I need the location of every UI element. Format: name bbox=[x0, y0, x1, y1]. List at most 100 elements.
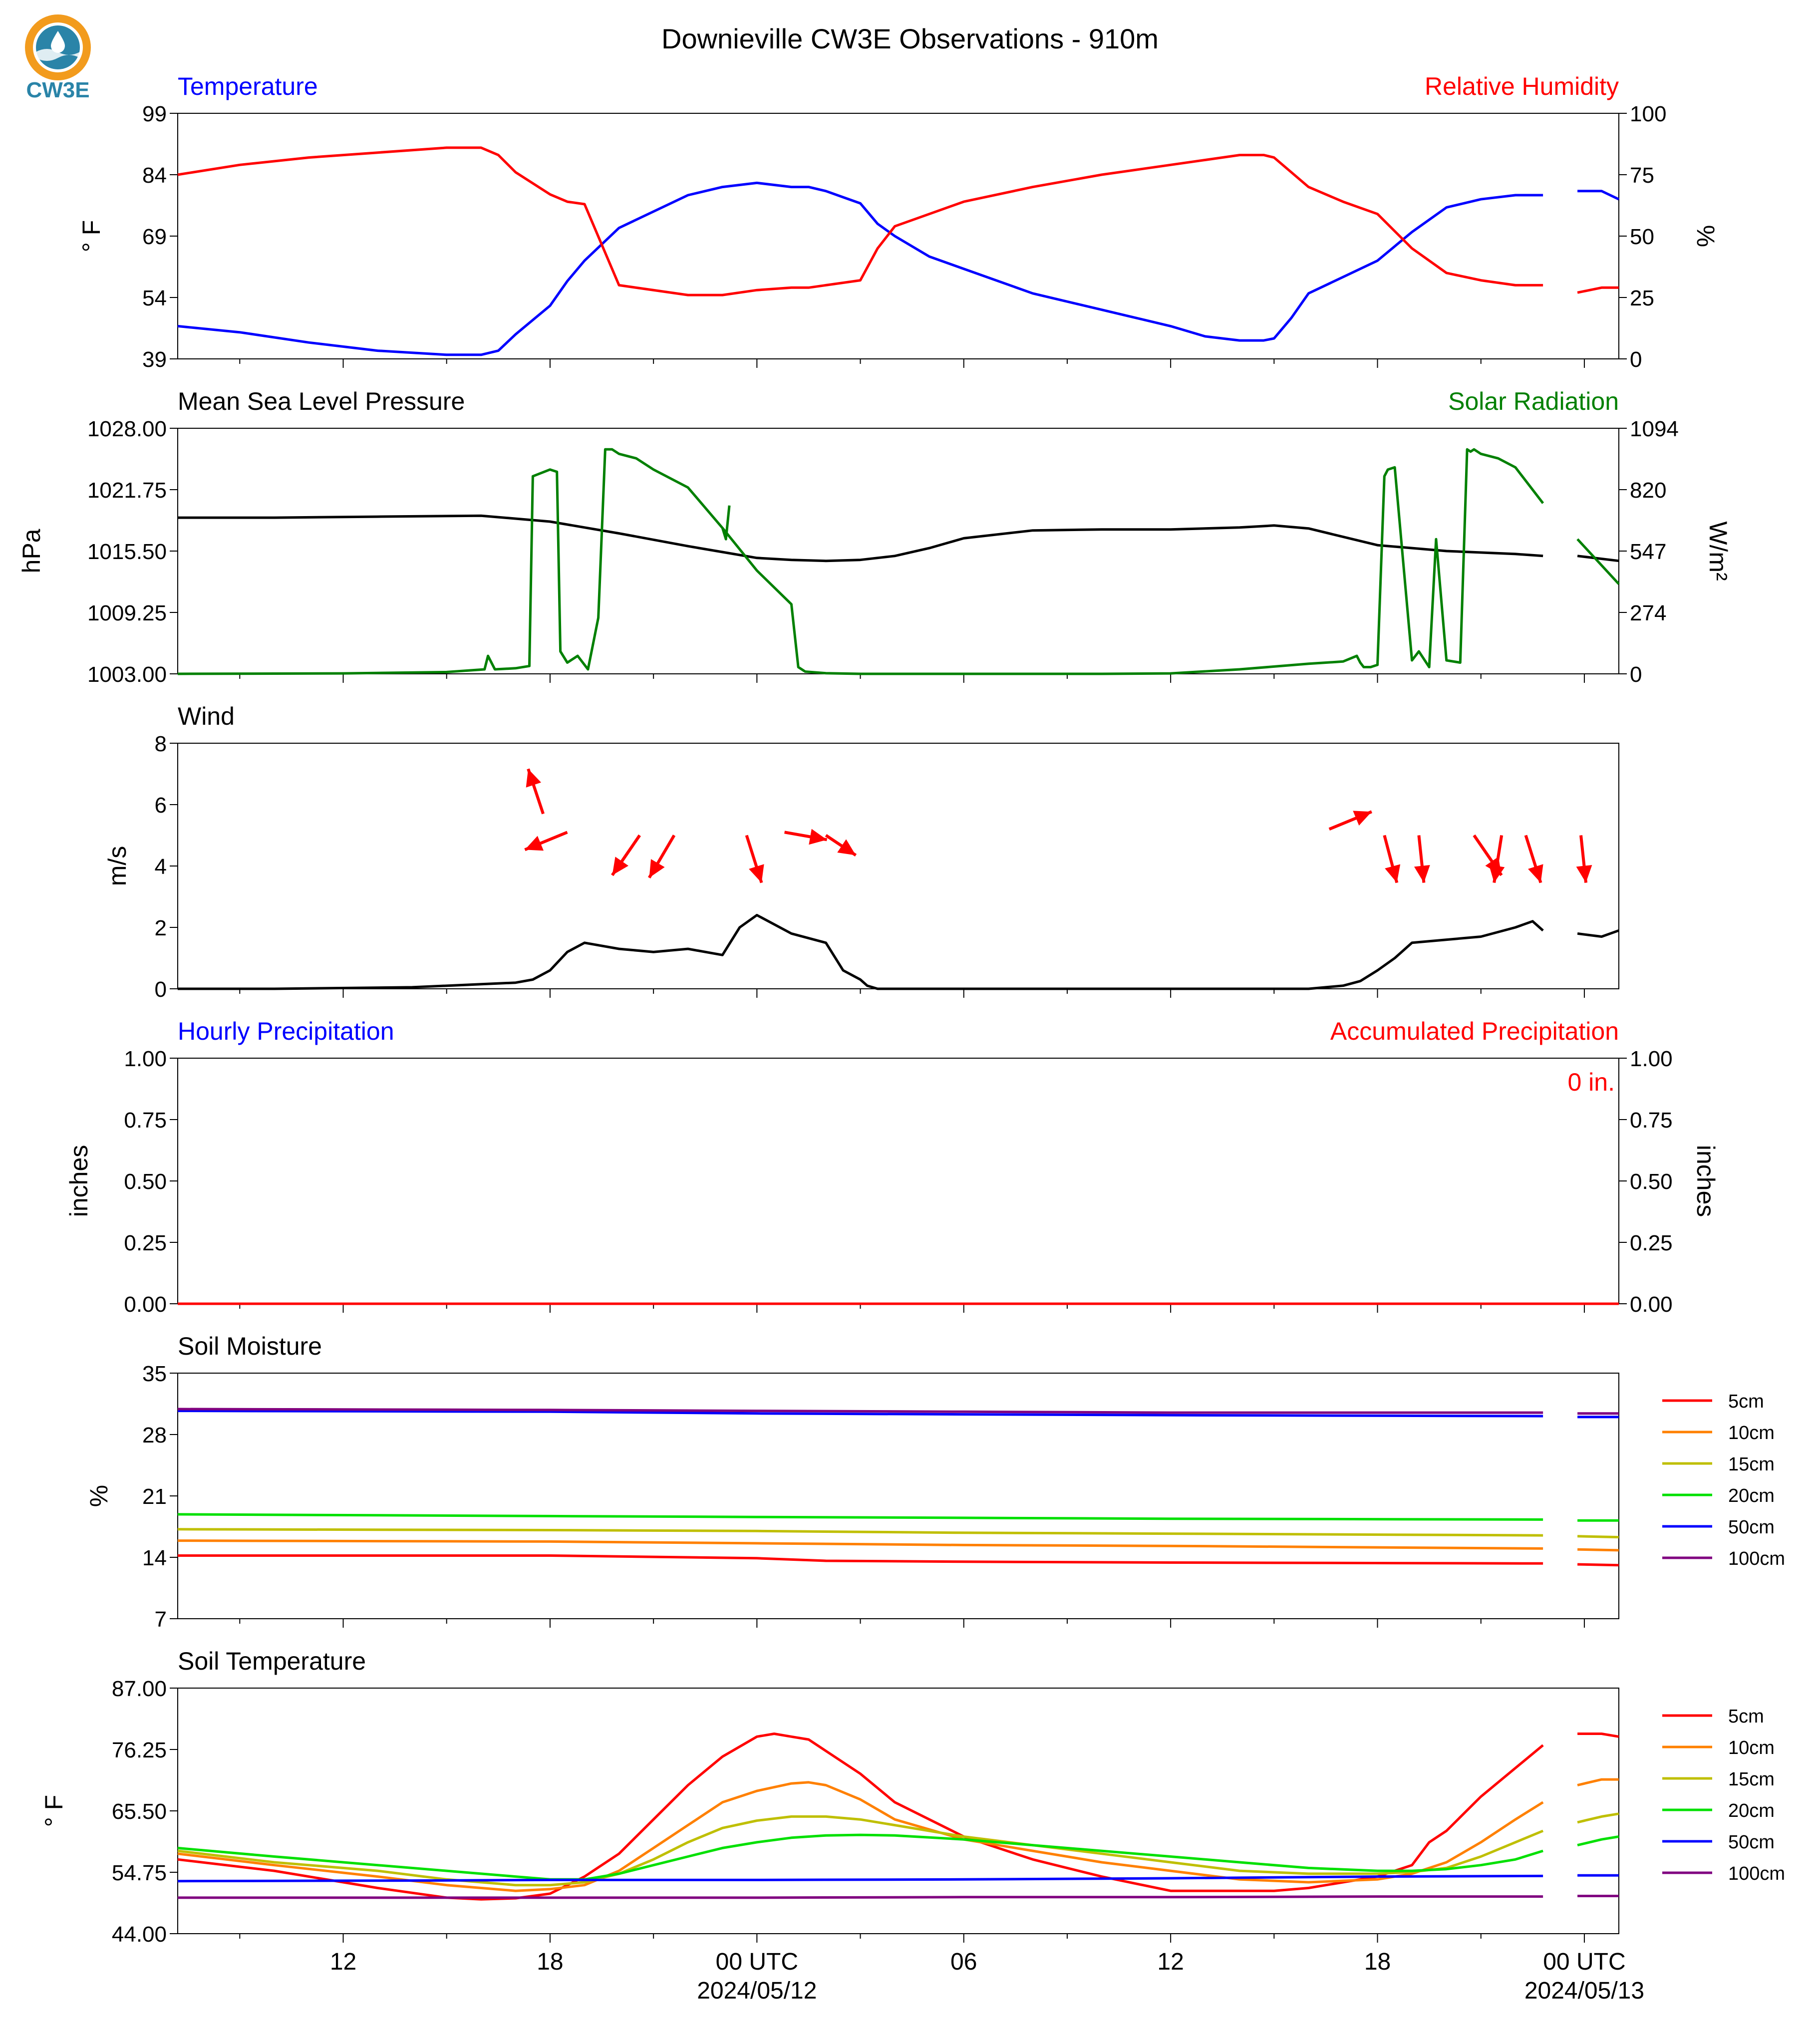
relative-humidity-title: Relative Humidity bbox=[1425, 72, 1619, 100]
series-line-50cm bbox=[177, 1874, 1619, 1883]
water-drop-icon bbox=[51, 31, 65, 53]
y2-tick-label: 0.00 bbox=[1630, 1292, 1673, 1317]
y2-tick-label: 274 bbox=[1630, 601, 1666, 625]
legend-label: 15cm bbox=[1728, 1769, 1775, 1790]
y2-tick-label: 0.50 bbox=[1630, 1169, 1673, 1194]
wind-arrow-head bbox=[1489, 865, 1505, 883]
soil-temp-ylabel: ° F bbox=[40, 1795, 68, 1827]
soil-moisture-legend: 5cm 10cm 15cm 20cm 50cm 100cm bbox=[1662, 1391, 1785, 1569]
y2-tick-label: 0.25 bbox=[1630, 1231, 1673, 1255]
data-series bbox=[177, 146, 1620, 1901]
y2-tick-label: 820 bbox=[1630, 478, 1666, 503]
y-tick-label: 54 bbox=[142, 286, 167, 310]
legend-label: 5cm bbox=[1728, 1391, 1764, 1412]
precip-right-ylabel: inches bbox=[1692, 1145, 1720, 1217]
logo-ring bbox=[25, 14, 91, 80]
y-tick-label: 76.25 bbox=[112, 1738, 167, 1762]
series-line-relative-humidity bbox=[177, 146, 1619, 296]
legend-label: 50cm bbox=[1728, 1832, 1775, 1853]
y-tick-label: 1021.75 bbox=[87, 478, 167, 503]
y-tick-label: 0.25 bbox=[124, 1231, 167, 1255]
precip-total-annotation: 0 in. bbox=[1567, 1068, 1615, 1096]
y-tick-label: 8 bbox=[155, 732, 167, 756]
y-tick-label: 44.00 bbox=[112, 1922, 167, 1947]
series-line-20cm bbox=[177, 1833, 1619, 1881]
y-tick-label: 21 bbox=[142, 1484, 167, 1509]
y2-tick-label: 1094 bbox=[1630, 417, 1679, 441]
y-tick-label: 35 bbox=[142, 1362, 167, 1386]
soil-moisture-title: Soil Moisture bbox=[178, 1332, 322, 1360]
legend-label: 50cm bbox=[1728, 1517, 1775, 1538]
logo-text: CW3E bbox=[26, 78, 89, 102]
y-tick-label: 0.50 bbox=[124, 1169, 167, 1194]
y-tick-label: 2 bbox=[155, 916, 167, 940]
wind-arrow-head bbox=[649, 859, 665, 878]
series-line-5cm bbox=[178, 1554, 1619, 1567]
cw3e-logo: CW3E bbox=[25, 14, 91, 102]
x-tick-label: 18 bbox=[537, 1949, 563, 1975]
series-line-15cm bbox=[177, 1528, 1619, 1539]
legend-label: 100cm bbox=[1728, 1863, 1785, 1884]
wind-arrow-head bbox=[1576, 865, 1592, 883]
x-date-label: 2024/05/13 bbox=[1524, 1978, 1644, 2004]
legend-label: 5cm bbox=[1728, 1706, 1764, 1727]
x-tick-label: 06 bbox=[950, 1949, 977, 1975]
series-line-10cm bbox=[177, 1539, 1619, 1552]
y-tick-label: 6 bbox=[155, 793, 167, 818]
wind-title: Wind bbox=[178, 702, 235, 730]
wind-ylabel: m/s bbox=[103, 846, 131, 886]
wind-arrow-head bbox=[1414, 865, 1430, 883]
series-line-50cm bbox=[177, 1410, 1619, 1419]
x-tick-label: 12 bbox=[330, 1949, 356, 1975]
series-line-mean-sea-level-pressure bbox=[178, 514, 1619, 563]
y-tick-label: 65.50 bbox=[112, 1799, 167, 1824]
y-tick-label: 4 bbox=[155, 855, 167, 879]
wind-arrow-head bbox=[525, 836, 544, 851]
y2-tick-label: 25 bbox=[1630, 286, 1654, 310]
soil-moisture-ylabel: % bbox=[85, 1485, 113, 1507]
y-tick-label: 99 bbox=[142, 102, 167, 126]
temp-rh-frame bbox=[177, 113, 1619, 359]
x-tick-label: 00 UTC bbox=[716, 1949, 798, 1975]
y-tick-label: 1009.25 bbox=[87, 601, 167, 625]
series-line-temperature bbox=[177, 181, 1620, 356]
wind-arrow-head bbox=[612, 857, 628, 875]
legend-label: 20cm bbox=[1728, 1800, 1775, 1821]
legend-label: 10cm bbox=[1728, 1423, 1775, 1444]
y-tick-label: 0 bbox=[155, 977, 167, 1002]
solar-ylabel: W/m² bbox=[1704, 521, 1732, 580]
precip-left-ylabel: inches bbox=[65, 1145, 93, 1217]
wind-arrow-head bbox=[526, 769, 542, 788]
y-tick-label: 0.00 bbox=[124, 1292, 167, 1317]
y2-tick-label: 0.75 bbox=[1630, 1108, 1673, 1133]
y-tick-label: 14 bbox=[142, 1546, 167, 1570]
series-line-solar-radiation-dip- bbox=[721, 505, 731, 541]
x-tick-label: 12 bbox=[1157, 1949, 1184, 1975]
y2-tick-label: 50 bbox=[1630, 225, 1654, 249]
soil-temp-legend: 5cm 10cm 15cm 20cm 50cm 100cm bbox=[1662, 1706, 1785, 1884]
legend-label: 20cm bbox=[1728, 1485, 1775, 1506]
wind-arrow-head bbox=[749, 864, 764, 883]
series-line-15cm bbox=[177, 1812, 1619, 1887]
x-date-label: 2024/05/12 bbox=[697, 1978, 817, 2004]
temp-ylabel: ° F bbox=[77, 220, 105, 252]
series-line-solar-radiation bbox=[177, 448, 1620, 675]
wind-arrow-head bbox=[1528, 864, 1543, 883]
temperature-title: Temperature bbox=[178, 72, 318, 100]
series-line-20cm bbox=[177, 1513, 1619, 1522]
y2-tick-label: 1.00 bbox=[1630, 1047, 1673, 1071]
y2-tick-label: 0 bbox=[1630, 662, 1642, 687]
figure-title: Downieville CW3E Observations - 910m bbox=[661, 23, 1159, 54]
y-tick-label: 28 bbox=[142, 1423, 167, 1448]
axis-ticks: 395469849902550751001003.001009.251015.5… bbox=[87, 102, 1679, 2004]
y-tick-label: 1028.00 bbox=[87, 417, 167, 441]
soil-temperature-title: Soil Temperature bbox=[178, 1647, 366, 1675]
legend-label: 15cm bbox=[1728, 1454, 1775, 1475]
y-tick-label: 54.75 bbox=[112, 1861, 167, 1885]
series-line-wind-speed bbox=[178, 913, 1619, 990]
y2-tick-label: 0 bbox=[1630, 347, 1642, 372]
legend-label: 100cm bbox=[1728, 1548, 1785, 1569]
hourly-precip-title: Hourly Precipitation bbox=[178, 1017, 394, 1045]
series-line-100cm bbox=[177, 1408, 1619, 1415]
